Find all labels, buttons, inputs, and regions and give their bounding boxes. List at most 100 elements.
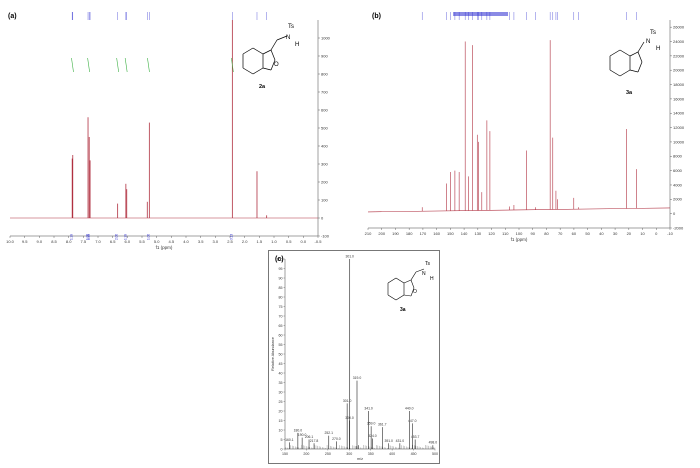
- y-tick-label: 15: [279, 419, 283, 423]
- y-tick-label: 0: [673, 211, 676, 216]
- panel-a-1h-nmr: (a) 1000 900 800 700 600 500 400 300 200 100 0 -100…: [0, 0, 352, 250]
- y-tick-label: 5: [281, 438, 283, 442]
- x-tick-label: 7.0: [95, 239, 101, 244]
- y-tick-label: 20000: [673, 68, 685, 73]
- x-tick-label: 250: [325, 452, 331, 456]
- nmr-1h-chart: (a) 10009008007006005004003002001000-100…: [6, 12, 331, 250]
- n-label-b: N: [646, 39, 650, 45]
- x-tick-label: 5.5: [139, 239, 145, 244]
- integral-label: 0.99: [87, 234, 91, 240]
- y-tick-label: 100: [277, 257, 283, 261]
- y-tick-label: -100: [321, 233, 330, 238]
- x-tick-label: 80: [544, 231, 549, 236]
- integral-curve: [116, 57, 119, 73]
- y-tick-label: 100: [321, 197, 328, 202]
- x-tick-label: 0: [655, 231, 658, 236]
- x-tick-label: 50: [585, 231, 590, 236]
- x-tick-label: 3.0: [213, 239, 219, 244]
- x-tick-label: 9.0: [37, 239, 43, 244]
- x-axis-label: f1 (ppm): [156, 245, 173, 250]
- y-tick-label: 45: [279, 362, 283, 366]
- integral-curve: [87, 57, 90, 73]
- y-tick-label: 75: [279, 305, 283, 309]
- molecule-3a-structure-b: Ts N H 3a: [609, 30, 660, 96]
- ms-peak-label: 206.1: [305, 435, 314, 439]
- y-tick-label: 400: [321, 143, 328, 148]
- ms-peak-label: 301.0: [345, 255, 354, 259]
- x-tick-label: 30: [613, 231, 618, 236]
- ms-peak-label: 341.0: [364, 407, 373, 411]
- y-tick-label: 2000: [673, 197, 683, 202]
- x-tick-label: 4.0: [183, 239, 189, 244]
- y-tick-label: 800: [321, 71, 328, 76]
- panel-c-mass-spectrum: (c) 0 5 10 15 20 25 30 35 40 45 50 55 60 65 70 75 80 85 90…: [268, 250, 440, 464]
- ms-peak-label: 453.7: [411, 435, 420, 439]
- y-tick-label: 25: [279, 400, 283, 404]
- x-tick-label: 150: [282, 452, 288, 456]
- molecule-3a-structure-c: Ts N H O 3a: [387, 261, 434, 313]
- y-tick-label: 95: [279, 267, 283, 271]
- x-tick-label: 5.0: [154, 239, 160, 244]
- y-tick-label: 14000: [673, 111, 685, 116]
- ms-peak-label: 431.0: [396, 439, 405, 443]
- peak-label-cluster: [453, 12, 509, 16]
- x-axis-label: f1 (ppm): [511, 237, 528, 242]
- x-tick-label: 10: [640, 231, 645, 236]
- mass-spectrum-chart: (c) 0 5 10 15 20 25 30 35 40 45 50 55 60 65 70 75 80 85 90…: [271, 255, 438, 462]
- x-tick-label: 3.5: [198, 239, 204, 244]
- y-tick-label: 900: [321, 53, 328, 58]
- x-tick-label: 20: [627, 231, 632, 236]
- x-tick-label: 40: [599, 231, 604, 236]
- y-tick-label: 26000: [673, 25, 685, 30]
- y-tick-label: 16000: [673, 96, 685, 101]
- ms-peak-label: 447.0: [408, 419, 417, 423]
- h-label-b: H: [656, 46, 660, 52]
- y-tick-label: 70: [279, 314, 283, 318]
- y-tick-label: 50: [279, 352, 283, 356]
- integral-curve: [231, 57, 234, 73]
- y-tick-label: 40: [279, 371, 283, 375]
- ms-peak-label: 361.7: [378, 423, 387, 427]
- y-tick-label: 85: [279, 286, 283, 290]
- ms-peak-label: 160.1: [285, 438, 294, 442]
- x-tick-label: -10: [667, 231, 674, 236]
- ms-peak-label: 391.0: [384, 439, 393, 443]
- y-tick-label: 4000: [673, 182, 683, 187]
- x-tick-label: 2.5: [227, 239, 233, 244]
- ts-label-c: Ts: [425, 261, 431, 267]
- y-tick-label: 1000: [321, 35, 331, 40]
- o-label-c: O: [413, 289, 417, 295]
- y-axis-label: Relative Abundance: [271, 337, 275, 371]
- integral-label: 1.00: [86, 234, 90, 240]
- ms-peak-label: 217.8: [310, 439, 319, 443]
- h-label-c: H: [430, 276, 434, 282]
- y-tick-label: 6000: [673, 168, 683, 173]
- y-tick-label: 600: [321, 107, 328, 112]
- baseline-trace: [367, 207, 671, 213]
- y-tick-label: 300: [321, 161, 328, 166]
- x-tick-label: 180: [406, 231, 413, 236]
- y-tick-label: 24000: [673, 39, 685, 44]
- integral-curve: [147, 57, 150, 73]
- y-tick-label: -2000: [673, 225, 684, 230]
- x-tick-label: 1.0: [271, 239, 277, 244]
- o-label: O: [274, 62, 279, 68]
- h-label: H: [295, 42, 299, 48]
- panel-label-c: (c): [275, 256, 284, 263]
- ms-peak-label: 301.0: [343, 399, 352, 403]
- ms-peak-label: 270.0: [332, 437, 341, 441]
- y-tick-label: 12000: [673, 125, 685, 130]
- y-tick-label: 8000: [673, 154, 683, 159]
- x-tick-label: 2.0: [242, 239, 248, 244]
- panel-b-13c-nmr: (b) 26000 24000 22000 20000 18000 16000 14000 1…: [354, 0, 700, 250]
- x-tick-label: 8.5: [51, 239, 57, 244]
- x-tick-label: 9.5: [22, 239, 28, 244]
- integral-curve: [124, 57, 128, 73]
- y-tick-label: 65: [279, 324, 283, 328]
- y-tick-label: 700: [321, 89, 328, 94]
- y-tick-label: 80: [279, 295, 283, 299]
- nmr-13c-chart: (b) 260002400022000200001800016000140001…: [365, 12, 685, 242]
- integral-label: 2.00: [115, 234, 119, 240]
- ms-peak-label: 180.0: [294, 428, 303, 432]
- x-tick-label: 200: [303, 452, 309, 456]
